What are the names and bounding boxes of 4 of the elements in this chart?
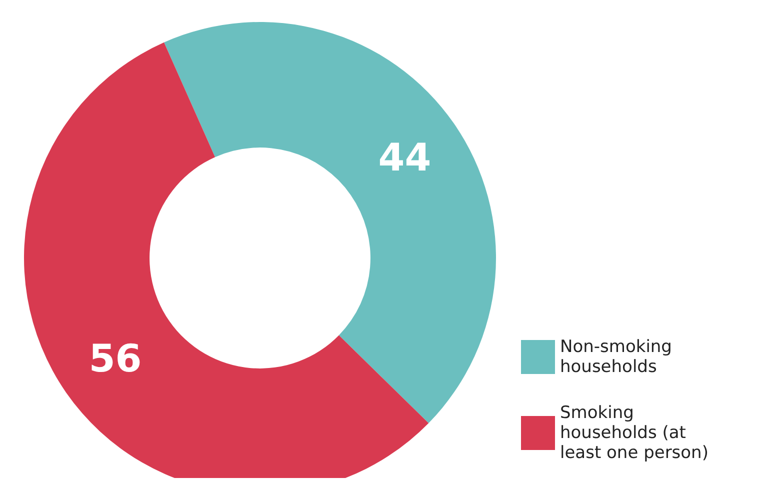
legend-label: Non-smoking households (560, 337, 678, 377)
legend-label: Smoking households (at least one person) (560, 403, 708, 463)
data-label: 44 (378, 135, 432, 180)
data-label: 56 (88, 336, 142, 381)
